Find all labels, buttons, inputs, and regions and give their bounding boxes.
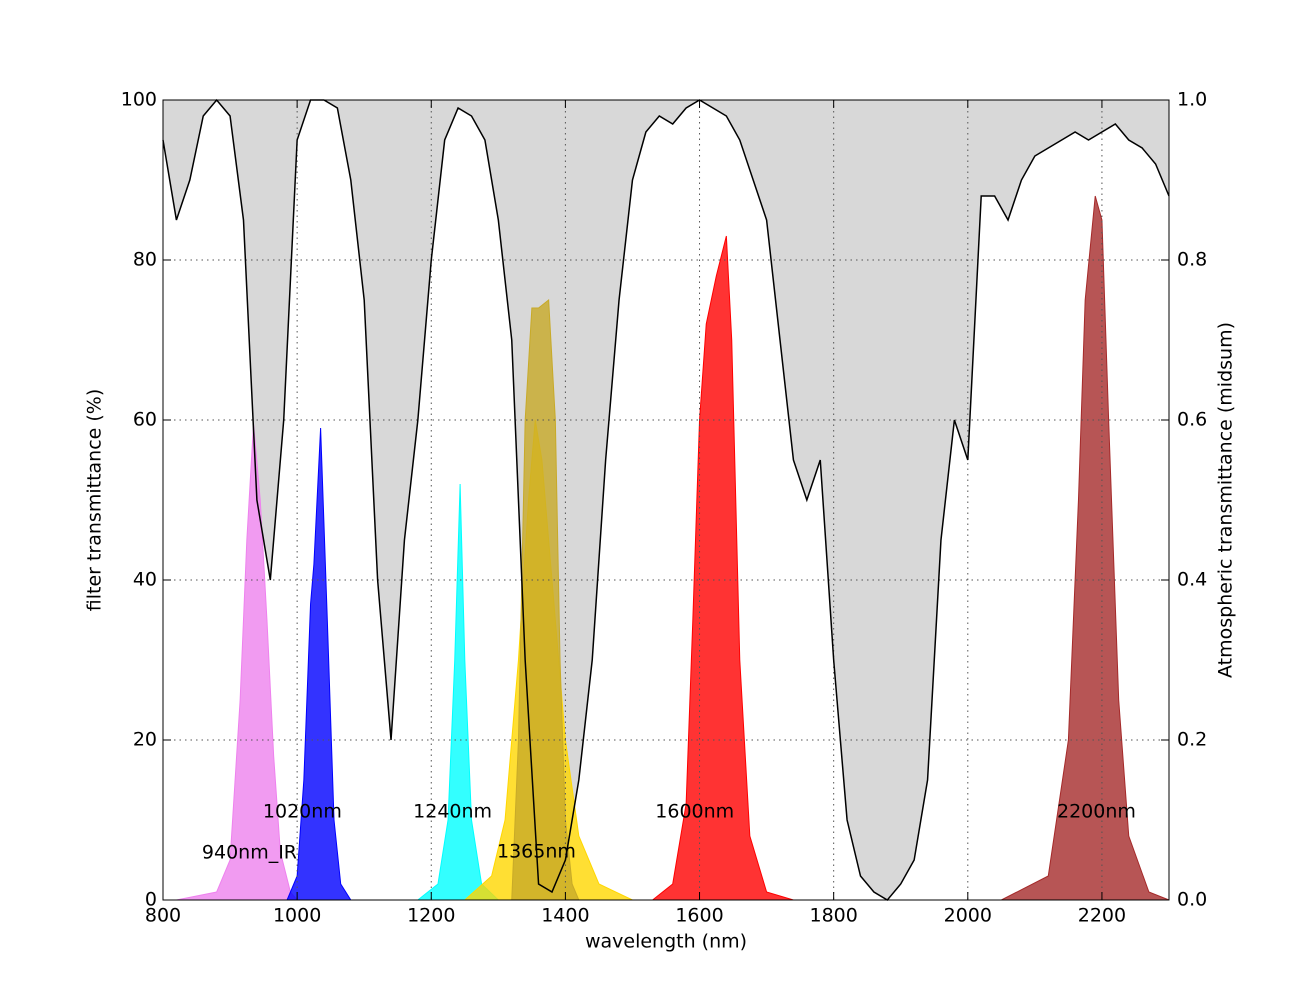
x-tick-label: 800 xyxy=(145,905,181,927)
x-tick-label: 1200 xyxy=(407,905,455,927)
x-tick-label: 1400 xyxy=(541,905,589,927)
y-tick-label: 40 xyxy=(133,569,157,591)
y2-axis-label: Atmospheric transmittance (midsum) xyxy=(1215,322,1237,678)
atmosphere-line xyxy=(162,98,1170,901)
y-tick-label: 80 xyxy=(133,249,157,271)
y-tick-label: 60 xyxy=(133,409,157,431)
y-tick-label: 0 xyxy=(145,889,157,911)
x-tick-label: 1000 xyxy=(273,905,321,927)
filter-area xyxy=(511,299,580,901)
filter-label: 1020nm xyxy=(263,801,342,823)
y2-tick-label: 0.6 xyxy=(1177,409,1207,431)
y2-tick-label: 0.4 xyxy=(1177,569,1207,591)
filter-label: 1600nm xyxy=(655,801,734,823)
filter-label: 940nm_IR xyxy=(202,841,297,863)
y-tick-label: 20 xyxy=(133,729,157,751)
x-tick-label: 2000 xyxy=(944,905,992,927)
plot-frame xyxy=(162,99,1170,901)
x-tick-label: 1800 xyxy=(809,905,857,927)
y2-tick-label: 0.8 xyxy=(1177,249,1207,271)
x-tick-label: 2200 xyxy=(1078,905,1126,927)
filter-label: 1365nm xyxy=(497,841,576,863)
filter-label: 1240nm xyxy=(413,801,492,823)
atmosphere-fill xyxy=(163,100,1169,900)
y-tick-label: 100 xyxy=(121,89,157,111)
filter-area xyxy=(286,427,352,901)
y2-tick-label: 1.0 xyxy=(1177,89,1207,111)
y-axis-label: filter transmittance (%) xyxy=(84,389,106,612)
y2-tick-label: 0.2 xyxy=(1177,729,1207,751)
filter-label: 2200nm xyxy=(1057,801,1136,823)
filter-area xyxy=(651,235,794,901)
filter-area xyxy=(176,423,299,901)
filter-area xyxy=(416,483,500,901)
y2-tick-label: 0.0 xyxy=(1177,889,1207,911)
x-tick-label: 1600 xyxy=(675,905,723,927)
filter-area xyxy=(1001,195,1170,901)
x-axis-label: wavelength (nm) xyxy=(585,931,747,953)
